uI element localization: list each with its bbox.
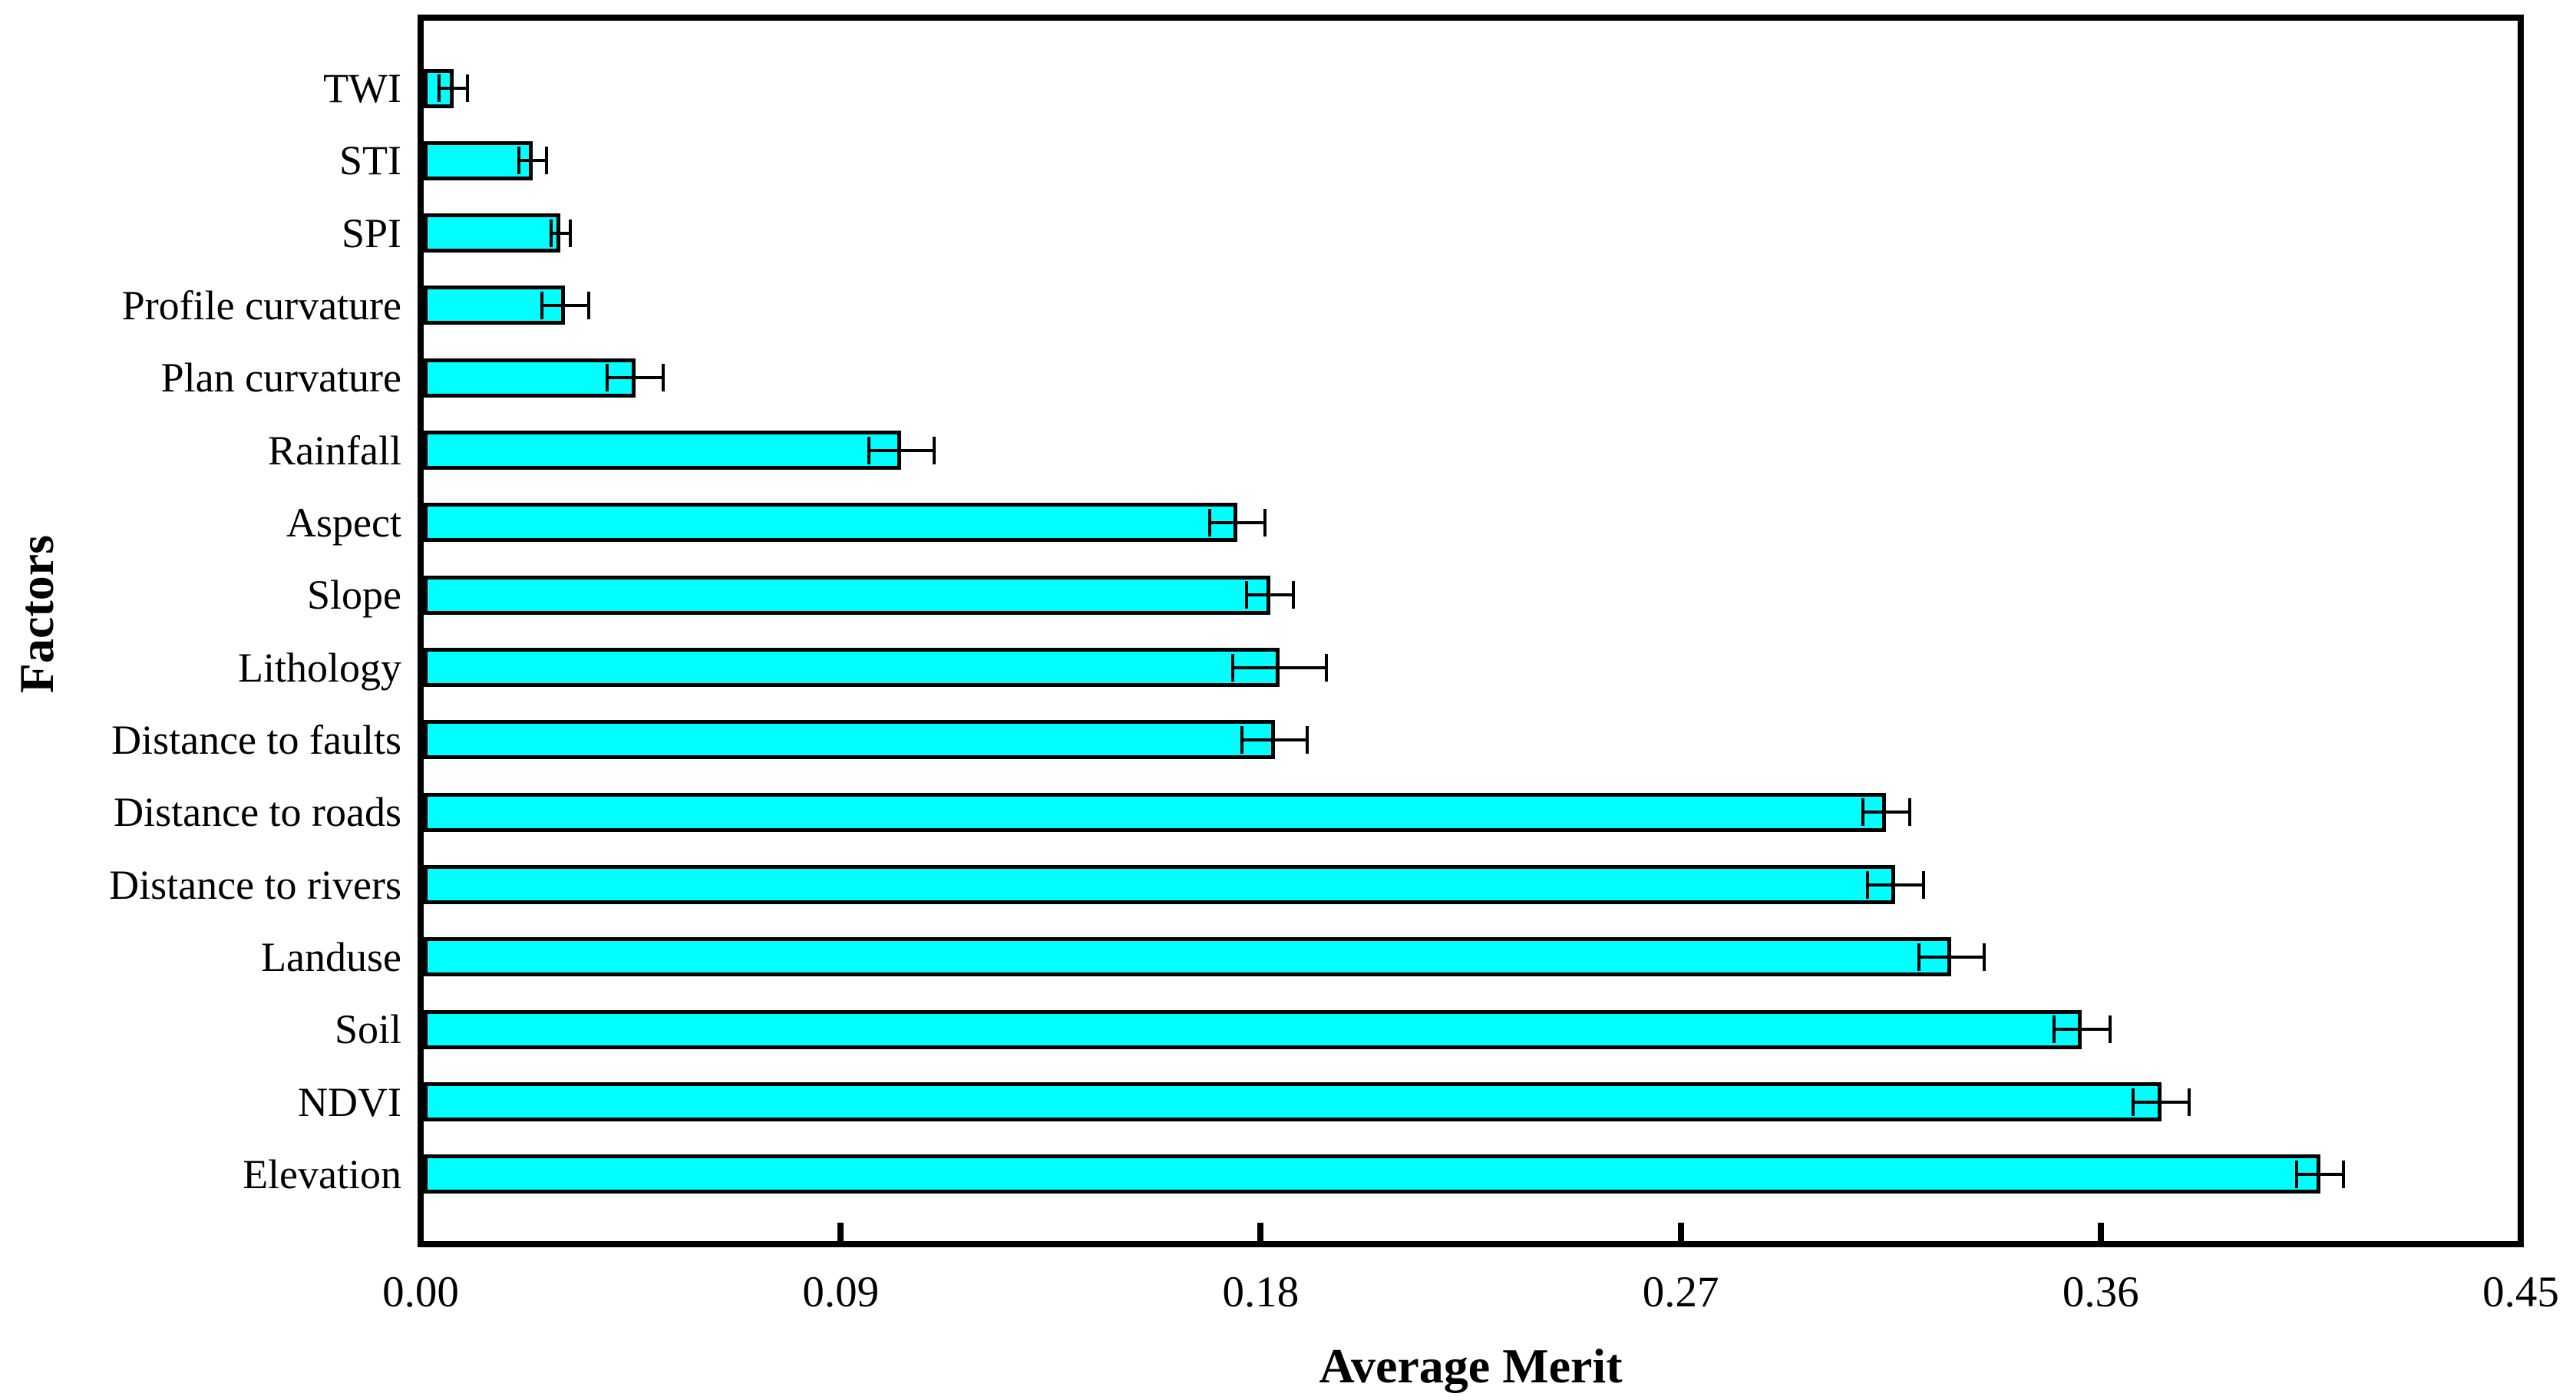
x-tick-label-0.27: 0.27 — [1642, 1268, 1719, 1316]
error-bar-spi — [551, 231, 570, 235]
bar-slope — [424, 575, 1270, 615]
error-cap-right-plan-curvature — [662, 364, 665, 392]
error-cap-right-ndvi — [2188, 1088, 2191, 1116]
error-cap-right-distance-to-faults — [1306, 725, 1309, 754]
error-cap-left-landuse — [1917, 943, 1920, 971]
bar-soil — [424, 1009, 2082, 1049]
error-bar-sti — [518, 159, 547, 163]
bar-landuse — [424, 937, 1952, 977]
error-cap-left-sti — [517, 147, 520, 175]
error-bar-distance-to-roads — [1862, 811, 1910, 814]
error-cap-left-slope — [1245, 581, 1249, 609]
error-cap-left-distance-to-rivers — [1865, 870, 1869, 899]
error-cap-right-elevation — [2341, 1160, 2345, 1188]
error-bar-rainfall — [868, 448, 934, 452]
error-cap-left-aspect — [1207, 508, 1211, 537]
bar-ndvi — [424, 1082, 2162, 1122]
error-cap-left-profile-curvature — [540, 291, 544, 319]
plot-area — [418, 15, 2524, 1247]
x-tick-mark-0.27 — [1677, 1223, 1684, 1241]
x-tick-mark-0.36 — [2097, 1223, 2104, 1241]
error-cap-left-twi — [438, 74, 441, 102]
error-cap-right-aspect — [1263, 508, 1267, 537]
x-tick-label-0.36: 0.36 — [2062, 1268, 2139, 1316]
x-axis-title: Average Merit — [1319, 1339, 1623, 1393]
error-cap-right-spi — [568, 219, 572, 247]
bar-lithology — [424, 648, 1280, 688]
error-bar-twi — [439, 87, 467, 90]
bar-spi — [424, 213, 561, 253]
bar-rainfall — [424, 431, 902, 471]
bar-plan-curvature — [424, 358, 636, 398]
error-cap-left-soil — [2053, 1015, 2056, 1044]
error-bar-distance-to-faults — [1242, 738, 1308, 741]
x-tick-label-0.45: 0.45 — [2482, 1268, 2559, 1316]
error-bar-landuse — [1918, 955, 1984, 959]
error-cap-left-plan-curvature — [606, 364, 609, 392]
error-cap-right-soil — [2108, 1015, 2112, 1044]
error-cap-right-rainfall — [932, 436, 936, 464]
x-tick-label-0.18: 0.18 — [1222, 1268, 1300, 1316]
error-cap-right-profile-curvature — [586, 291, 590, 319]
category-label-aspect: Aspect — [286, 499, 401, 546]
error-cap-left-elevation — [2295, 1160, 2299, 1188]
category-label-slope: Slope — [306, 572, 401, 619]
error-cap-left-distance-to-faults — [1240, 725, 1244, 754]
error-bar-plan-curvature — [607, 376, 664, 380]
category-label-spi: SPI — [341, 210, 401, 256]
x-tick-label-0.00: 0.00 — [382, 1268, 459, 1316]
category-label-landuse: Landuse — [261, 933, 401, 980]
error-bar-distance-to-rivers — [1867, 883, 1924, 887]
category-label-twi: TWI — [323, 65, 401, 111]
error-cap-left-lithology — [1230, 653, 1234, 682]
error-bar-profile-curvature — [542, 303, 589, 307]
error-cap-left-spi — [550, 219, 553, 247]
bar-aspect — [424, 503, 1237, 543]
error-bar-ndvi — [2133, 1100, 2190, 1104]
category-label-ndvi: NDVI — [298, 1078, 401, 1125]
error-bar-lithology — [1232, 665, 1326, 669]
error-cap-right-distance-to-roads — [1907, 798, 1911, 827]
x-tick-mark-0.18 — [1257, 1223, 1264, 1241]
bar-distance-to-rivers — [424, 865, 1896, 905]
error-bar-aspect — [1209, 520, 1266, 524]
category-label-plan-curvature: Plan curvature — [160, 355, 401, 401]
error-cap-left-ndvi — [2132, 1088, 2135, 1116]
error-cap-left-distance-to-roads — [1861, 798, 1864, 827]
error-cap-right-twi — [465, 74, 469, 102]
bar-distance-to-roads — [424, 792, 1887, 832]
category-label-lithology: Lithology — [238, 644, 401, 691]
bar-elevation — [424, 1154, 2320, 1194]
error-cap-right-distance-to-rivers — [1921, 870, 1925, 899]
category-label-elevation: Elevation — [243, 1151, 401, 1197]
x-tick-mark-0.09 — [837, 1223, 844, 1241]
category-label-soil: Soil — [334, 1006, 401, 1053]
error-cap-right-landuse — [1982, 943, 1986, 971]
error-cap-right-lithology — [1324, 653, 1328, 682]
error-cap-right-sti — [545, 147, 549, 175]
category-label-distance-to-roads: Distance to roads — [114, 789, 401, 836]
bar-sti — [424, 140, 533, 180]
error-bar-soil — [2054, 1028, 2110, 1032]
error-bar-slope — [1247, 593, 1293, 597]
error-cap-right-slope — [1291, 581, 1295, 609]
category-label-sti: STI — [339, 137, 401, 184]
error-bar-elevation — [2297, 1172, 2343, 1176]
x-tick-label-0.09: 0.09 — [802, 1268, 880, 1316]
category-label-profile-curvature: Profile curvature — [121, 282, 401, 329]
category-label-distance-to-faults: Distance to faults — [111, 716, 401, 763]
bar-distance-to-faults — [424, 720, 1275, 760]
error-cap-left-rainfall — [867, 436, 870, 464]
category-label-rainfall: Rainfall — [268, 427, 401, 474]
category-label-distance-to-rivers: Distance to rivers — [109, 861, 401, 908]
